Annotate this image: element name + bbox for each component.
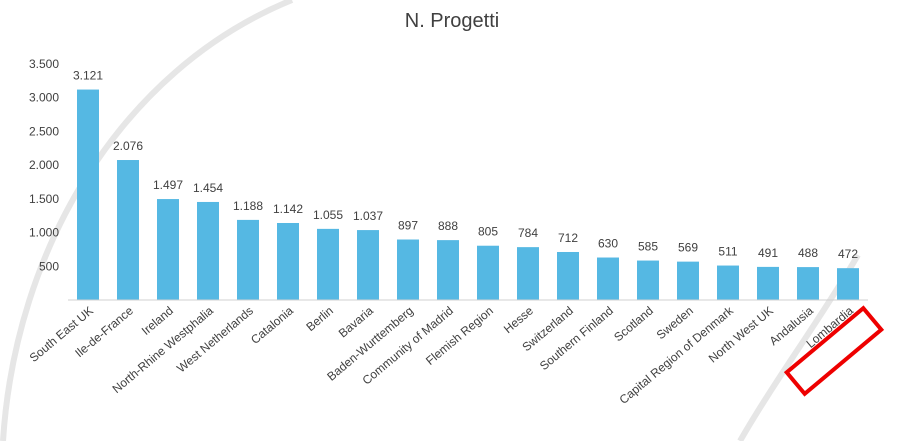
value-label: 888	[438, 219, 458, 233]
x-tick-label: Hesse	[501, 303, 536, 336]
bar	[677, 261, 699, 300]
value-label: 3.121	[73, 69, 103, 83]
bar	[837, 268, 859, 300]
value-label: 630	[598, 237, 618, 251]
x-tick-label: Scotland	[611, 304, 656, 345]
y-tick-label: 500	[39, 259, 59, 273]
value-label: 1.055	[313, 208, 343, 222]
highlight-box	[783, 305, 885, 397]
bar	[477, 245, 499, 300]
bar	[797, 267, 819, 300]
value-label: 1.188	[233, 199, 263, 213]
value-label: 472	[838, 247, 858, 261]
value-label: 1.454	[193, 181, 223, 195]
x-tick-label: Catalonia	[248, 303, 296, 347]
value-label: 1.497	[153, 178, 183, 192]
x-tick-label: Ireland	[139, 304, 176, 338]
value-label: 488	[798, 246, 818, 260]
x-tick-label: Southern Finland	[537, 304, 616, 373]
bar	[277, 222, 299, 300]
bar	[77, 89, 99, 301]
chart-title: N. Progetti	[405, 10, 499, 32]
y-tick-label: 2.500	[29, 124, 59, 138]
value-label: 1.037	[353, 209, 383, 223]
bar	[717, 265, 739, 300]
bar	[637, 260, 659, 300]
y-tick-label: 1.000	[29, 226, 59, 240]
value-label: 511	[718, 245, 737, 259]
value-label: 491	[758, 246, 778, 260]
y-axis: 500 1.000 1.500 2.000 2.500 3.000 3.500	[29, 57, 59, 273]
bars-group	[77, 89, 859, 301]
bar	[397, 239, 419, 300]
bar	[357, 230, 379, 300]
bar	[557, 251, 579, 300]
bar	[197, 201, 219, 300]
bar	[157, 199, 179, 300]
y-tick-label: 3.000	[29, 91, 59, 105]
x-tick-label: Berlin	[303, 304, 336, 334]
value-label: 897	[398, 219, 418, 233]
value-label: 712	[558, 231, 578, 245]
bar	[437, 240, 459, 300]
y-tick-label: 1.500	[29, 192, 59, 206]
value-labels-group: 3.121 2.076 1.497 1.454 1.188 1.142 1.055 1.037…	[73, 69, 858, 262]
bar	[757, 266, 779, 300]
value-label: 2.076	[113, 139, 143, 153]
value-label: 784	[518, 226, 538, 240]
bar	[237, 219, 259, 300]
bar	[517, 247, 539, 300]
value-label: 805	[478, 225, 498, 239]
value-label: 585	[638, 240, 658, 254]
highlight-group	[783, 305, 885, 397]
y-tick-label: 2.000	[29, 158, 59, 172]
bar	[597, 257, 619, 300]
y-tick-label: 3.500	[29, 57, 59, 71]
bar	[317, 228, 339, 300]
value-label: 569	[678, 241, 698, 255]
bar	[117, 160, 139, 300]
value-label: 1.142	[273, 202, 303, 216]
